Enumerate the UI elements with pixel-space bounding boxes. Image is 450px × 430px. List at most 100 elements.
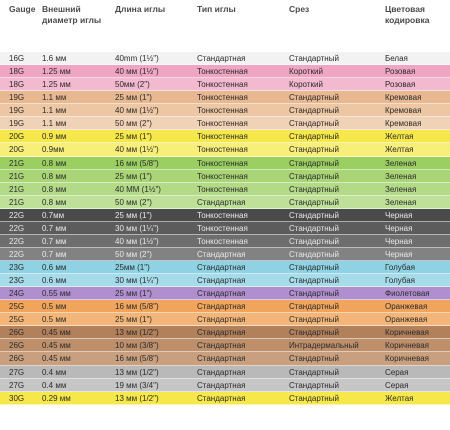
cell-gauge: 19G: [9, 93, 25, 103]
cell-gauge: 23G: [9, 263, 25, 272]
cell-color-code: Фиолетовая: [385, 289, 430, 299]
cell-diameter: 1.25 мм: [42, 67, 71, 77]
cell-bevel: Стандартный: [289, 210, 339, 220]
cell-diameter: 0.5 мм: [42, 315, 67, 325]
cell-bevel: Стандартный: [289, 393, 339, 403]
cell-length: 50мм (2"): [115, 80, 150, 90]
cell-color-code: Голубая: [385, 263, 416, 272]
cell-color-code: Желтая: [385, 145, 414, 155]
cell-gauge: 16G: [9, 54, 25, 63]
cell-gauge: 26G: [9, 328, 25, 338]
cell-type: Стандартная: [197, 367, 246, 377]
cell-diameter: 0.9мм: [42, 145, 65, 155]
cell-type: Стандартная: [197, 263, 246, 272]
cell-type: Тонкостенная: [197, 158, 248, 168]
cell-type: Стандартная: [197, 380, 246, 390]
cell-length: 16 мм (5/8"): [115, 302, 159, 312]
cell-gauge: 25G: [9, 302, 25, 312]
cell-color-code: Розовая: [385, 67, 416, 77]
cell-diameter: 0.29 мм: [42, 393, 71, 403]
cell-diameter: 0.5 мм: [42, 302, 67, 312]
cell-gauge: 20G: [9, 145, 25, 155]
cell-type: Стандартная: [197, 328, 246, 338]
table-row: 22G 0.7 мм 40 мм (1½") Тонкостенная Стандарт…: [0, 234, 450, 248]
cell-diameter: 1.1 мм: [42, 119, 67, 129]
table-row: 23G 0.6 мм 30 мм (1¼") Стандартная Стандартн…: [0, 274, 450, 288]
cell-diameter: 0.55 мм: [42, 289, 71, 299]
table-row: 27G 0.4 мм 19 мм (3/4") Стандартная Стандарт…: [0, 378, 450, 392]
cell-type: Стандартная: [197, 276, 246, 286]
cell-color-code: Зеленая: [385, 197, 417, 207]
cell-gauge: 21G: [9, 158, 25, 168]
cell-type: Тонкостенная: [197, 80, 248, 90]
table-row: 21G 0.8 мм 40 MM (1½") Тонкостенная Стандарт…: [0, 182, 450, 196]
cell-diameter: 1.1 мм: [42, 93, 67, 103]
cell-diameter: 1.25 мм: [42, 80, 71, 90]
cell-bevel: Короткий: [289, 67, 323, 77]
cell-bevel: Стандартный: [289, 145, 339, 155]
cell-gauge: 21G: [9, 171, 25, 181]
cell-color-code: Коричневая: [385, 341, 430, 351]
cell-bevel: Стандартный: [289, 236, 339, 246]
cell-gauge: 22G: [9, 236, 25, 246]
cell-color-code: Черная: [385, 223, 413, 233]
header-color-code: Цветовая кодировка: [385, 4, 430, 25]
cell-type: Тонкостенная: [197, 106, 248, 116]
cell-type: Стандартная: [197, 341, 246, 351]
table-body: 16G 1.6 мм 40mm (1½") Стандартная Стандартны…: [0, 52, 450, 405]
cell-color-code: Зеленая: [385, 158, 417, 168]
cell-diameter: 0.6 мм: [42, 263, 67, 272]
table-row: 24G 0.55 мм 25 мм (1") Стандартная Стандартн…: [0, 287, 450, 301]
table-row: 19G 1.1 мм 25 мм (1") Тонкостенная Стандартн…: [0, 91, 450, 105]
cell-diameter: 0.7 мм: [42, 223, 67, 233]
cell-type: Стандартная: [197, 249, 246, 259]
cell-bevel: Стандартный: [289, 354, 339, 364]
cell-bevel: Стандартный: [289, 367, 339, 377]
cell-color-code: Белая: [385, 54, 408, 63]
cell-gauge: 22G: [9, 210, 25, 220]
cell-diameter: 0.7 мм: [42, 249, 67, 259]
cell-diameter: 0.8 мм: [42, 158, 67, 168]
cell-type: Тонкостенная: [197, 145, 248, 155]
cell-bevel: Стандартный: [289, 380, 339, 390]
cell-color-code: Серая: [385, 380, 409, 390]
cell-type: Стандартная: [197, 289, 246, 299]
table-row: 25G 0.5 мм 25 мм (1") Стандартная Стандартны…: [0, 313, 450, 327]
table-row: 21G 0.8 мм 25 мм (1") Тонкостенная Стандартн…: [0, 169, 450, 183]
header-length: Длина иглы: [115, 4, 166, 14]
cell-gauge: 21G: [9, 184, 25, 194]
table-header: Gauge Внешний диаметр иглы Длина иглы Ти…: [0, 0, 450, 52]
cell-gauge: 25G: [9, 315, 25, 325]
cell-gauge: 26G: [9, 354, 25, 364]
cell-length: 50 мм (2"): [115, 197, 152, 207]
cell-length: 13 мм (1/2"): [115, 367, 159, 377]
header-bevel: Срез: [289, 4, 310, 14]
cell-diameter: 0.8 мм: [42, 171, 67, 181]
cell-length: 25 мм (1"): [115, 132, 152, 142]
cell-length: 30 мм (1¼"): [115, 223, 159, 233]
cell-diameter: 0.45 мм: [42, 341, 71, 351]
cell-color-code: Зеленая: [385, 171, 417, 181]
cell-diameter: 0.8 мм: [42, 184, 67, 194]
cell-color-code: Розовая: [385, 80, 416, 90]
cell-color-code: Оранжевая: [385, 302, 428, 312]
cell-length: 19 мм (3/4"): [115, 380, 159, 390]
cell-color-code: Серая: [385, 367, 409, 377]
cell-type: Стандартная: [197, 302, 246, 312]
cell-color-code: Голубая: [385, 276, 416, 286]
cell-type: Тонкостенная: [197, 119, 248, 129]
cell-color-code: Желтая: [385, 132, 414, 142]
cell-length: 16 мм (5/8"): [115, 158, 159, 168]
cell-diameter: 0.4 мм: [42, 380, 67, 390]
cell-bevel: Стандартный: [289, 302, 339, 312]
cell-bevel: Стандартный: [289, 119, 339, 129]
cell-bevel: Стандартный: [289, 184, 339, 194]
cell-type: Тонкостенная: [197, 132, 248, 142]
cell-type: Стандартная: [197, 54, 246, 63]
cell-gauge: 22G: [9, 223, 25, 233]
header-type: Тип иглы: [197, 4, 236, 14]
table-row: 22G 0.7 мм 50 мм (2") Стандартная Стандартны…: [0, 247, 450, 261]
table-row: 21G 0.8 мм 16 мм (5/8") Тонкостенная Стандар…: [0, 156, 450, 170]
table-row: 18G 1.25 мм 50мм (2") Тонкостенная Короткий Р…: [0, 78, 450, 92]
